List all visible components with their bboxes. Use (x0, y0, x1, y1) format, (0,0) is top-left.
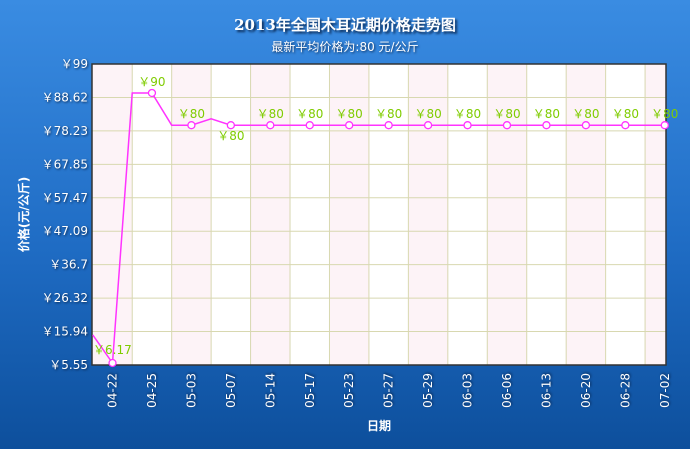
data-point (147, 88, 157, 98)
x-tick-label: 05-03 (184, 373, 198, 408)
y-axis-label: 价格(元/公斤) (16, 177, 31, 252)
y-tick-label: ￥47.09 (42, 224, 88, 238)
x-tick-label: 05-27 (382, 373, 396, 408)
data-point (621, 121, 630, 130)
plot-border (91, 63, 667, 366)
x-tick-label: 06-03 (461, 373, 475, 408)
plot-band (92, 64, 133, 365)
x-tick-label: 05-23 (342, 373, 356, 408)
data-point (345, 121, 354, 130)
data-point (542, 121, 551, 130)
x-tick-label: 06-28 (618, 373, 632, 408)
data-point (305, 121, 314, 130)
data-label: ￥80 (296, 107, 323, 121)
x-tick-label: 06-13 (539, 373, 553, 408)
data-label: ￥90 (138, 75, 165, 89)
data-label: ￥80 (336, 107, 363, 121)
plot-band (329, 64, 369, 365)
plot-band (487, 64, 527, 365)
x-tick-label: 05-17 (303, 373, 317, 408)
plot-band (250, 64, 291, 365)
data-point (226, 121, 236, 130)
x-tick-label: 05-14 (263, 373, 277, 408)
data-point (384, 121, 393, 130)
x-tick-label: 04-25 (145, 373, 159, 408)
x-tick-label: 07-02 (658, 373, 672, 408)
data-label: ￥80 (375, 107, 402, 121)
data-point (423, 121, 433, 130)
data-label: ￥80 (414, 107, 441, 121)
data-label: ￥80 (533, 107, 560, 121)
y-tick-label: ￥15.94 (42, 325, 88, 339)
y-tick-label: ￥88.62 (42, 90, 88, 104)
data-label: ￥80 (572, 107, 599, 121)
y-tick-label: ￥5.55 (49, 358, 88, 372)
y-tick-label: ￥67.85 (42, 157, 88, 171)
data-point (108, 358, 117, 368)
data-label: ￥80 (612, 107, 639, 121)
y-tick-label: ￥26.32 (42, 291, 88, 305)
data-label: ￥6.17 (93, 343, 132, 357)
y-tick-label: ￥78.23 (42, 124, 88, 138)
data-label: ￥80 (651, 107, 678, 121)
y-tick-label: ￥36.7 (49, 258, 88, 272)
data-label: ￥80 (217, 129, 244, 143)
plot-band (171, 64, 212, 365)
y-tick-label: ￥57.47 (42, 191, 88, 205)
y-tick-label: ￥99 (61, 57, 88, 71)
x-tick-label: 05-29 (421, 373, 435, 408)
chart-subtitle: 最新平均价格为:80 元/公斤 (271, 40, 419, 54)
plot-band (645, 64, 666, 365)
plot-band (566, 64, 606, 365)
data-label: ￥80 (178, 107, 205, 121)
x-tick-label: 06-06 (500, 373, 514, 408)
data-label: ￥80 (454, 107, 481, 121)
data-point (187, 121, 196, 130)
plot-band (408, 64, 448, 365)
chart-title: 2013年全国木耳近期价格走势图 (234, 16, 456, 34)
data-point (502, 121, 512, 130)
data-label: ￥80 (493, 107, 520, 121)
x-tick-label: 04-22 (106, 373, 120, 408)
data-point (463, 121, 472, 130)
data-point (266, 121, 275, 130)
x-tick-label: 06-20 (579, 373, 593, 408)
data-point (660, 121, 669, 130)
data-label: ￥80 (257, 107, 284, 121)
data-point (581, 121, 591, 130)
x-axis-label: 日期 (367, 418, 391, 433)
x-tick-label: 05-07 (224, 373, 238, 408)
